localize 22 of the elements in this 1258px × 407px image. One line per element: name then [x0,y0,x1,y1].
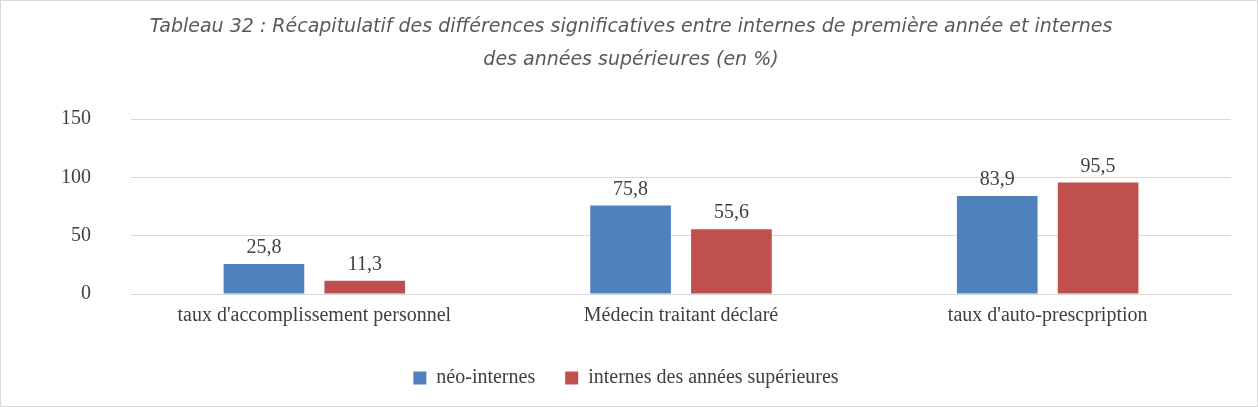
bar [324,280,406,294]
y-tick-label: 100 [61,164,91,187]
bar [590,205,671,294]
y-tick-label: 150 [61,106,91,129]
x-tick-label: taux d'auto-prescpription [947,303,1148,327]
bar [1057,182,1139,294]
y-tick-label: 0 [81,281,91,304]
data-label: 95,5 [1080,153,1116,176]
x-tick-label: taux d'accomplissement personnel [177,303,452,327]
data-label: 83,9 [979,167,1015,190]
y-tick-label: 50 [71,222,91,245]
data-label: 75,8 [613,176,649,199]
bar [956,196,1038,294]
data-label: 55,6 [713,200,749,223]
bar [223,263,305,294]
legend-label: néo-internes [436,365,536,388]
data-label: 25,8 [246,235,282,258]
data-label: 11,3 [347,252,382,275]
bar [691,229,772,294]
chart-title: Tableau 32 : Récapitulatif des différences significatives entre internes de première année et internes des années supérieures (en %) [148,13,1114,71]
x-tick-label: Médecin traitant déclaré [583,303,779,326]
legend-label: internes des années supérieures [588,365,839,389]
